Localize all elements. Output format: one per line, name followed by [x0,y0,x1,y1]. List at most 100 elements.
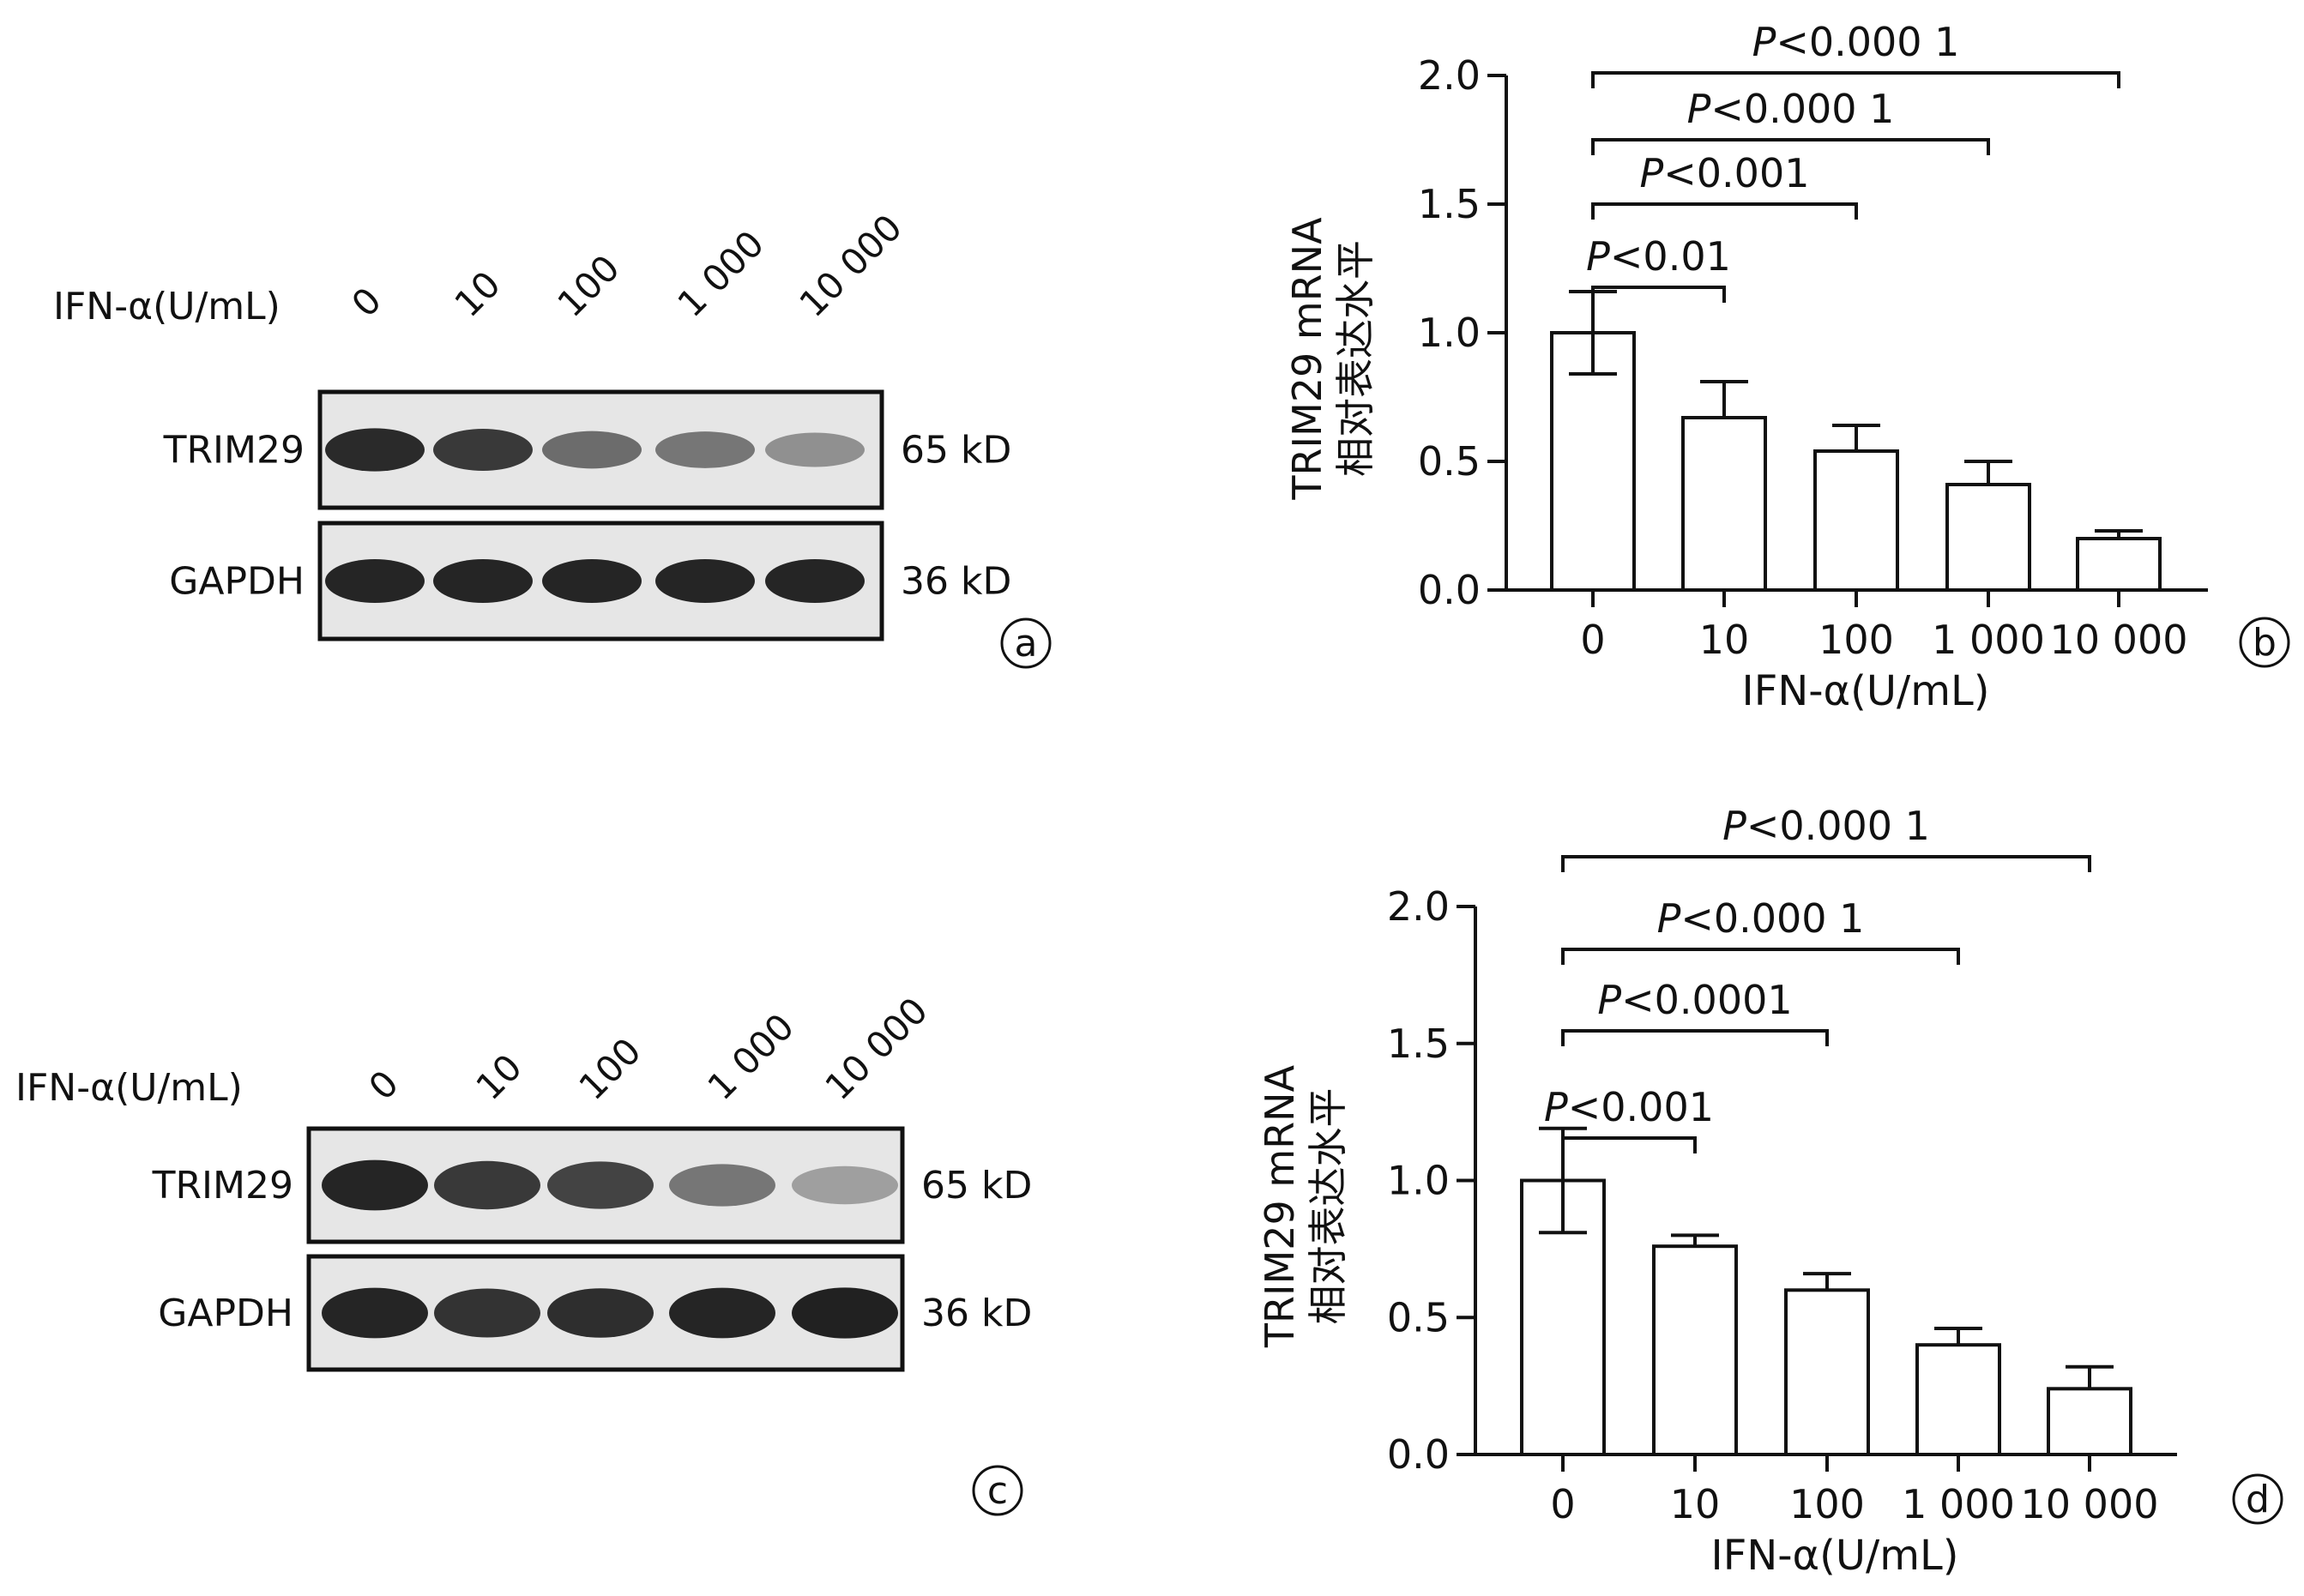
panel-letter-c: c [972,1465,1023,1516]
band [669,1164,775,1207]
blot-row-gapdh: GAPDH 36 kD [158,1254,1032,1372]
significance-bracket: P<0.000 1 [1561,803,2091,872]
protein-label: GAPDH [169,560,305,604]
y-axis-label-line2: 相对表达水平 [1332,240,1378,477]
p-value-label: P<0.000 1 [1657,895,1865,942]
bar [2076,537,2162,592]
y-axis-label-line1: TRIM29 mRNA [1257,1064,1303,1348]
size-label: 65 kD [901,429,1011,473]
significance-bracket: P<0.000 1 [1591,19,2120,88]
bar-chart-d: 0.0 0.5 1.0 1.5 2.0 0 10 100 1 000 10 000 IFN-α(U/… [1257,803,2177,1580]
blot-panel-c: IFN-α(U/mL) 0 10 100 1 000 10 000 TRIM29 65 kD G… [15,990,1032,1372]
band [792,1287,898,1339]
y-tick-label: 0.0 [1387,1431,1450,1478]
bar [1784,1288,1870,1457]
x-tick-label: 0 [1580,617,1605,663]
p-value: <0.000 1 [1746,803,1930,849]
y-tick-label: 1.0 [1387,1158,1450,1204]
band [655,431,755,468]
blot-row-gapdh: GAPDH 36 kD [169,521,1011,641]
band [669,1287,775,1339]
p-symbol: P [1752,19,1776,65]
x-tick-label: 0 [1550,1481,1575,1527]
blot-panel-a: IFN-α(U/mL) 0 10 100 1 000 10 000 TRIM29 65 kD G… [53,207,1011,641]
x-tick-label: 1 000 [1932,617,2045,663]
p-symbol: P [1640,150,1664,196]
lane-label: 10 [446,263,508,325]
protein-label: TRIM29 [163,429,305,473]
y-tick-label: 0.5 [1387,1294,1450,1340]
band [547,1288,654,1338]
p-symbol: P [1586,233,1610,280]
band [325,428,425,472]
bracket-line [1591,202,1858,220]
p-value: <0.0001 [1621,977,1793,1023]
lane-label: 1 000 [669,222,772,325]
band [655,559,755,603]
treatment-label: IFN-α(U/mL) [15,1066,243,1110]
p-value-label: P<0.0001 [1597,977,1792,1023]
lane-label: 10 [467,1046,529,1108]
band [325,559,425,603]
significance-bracket: P<0.001 [1591,150,1858,220]
x-axis-label: IFN-α(U/mL) [1711,1532,1959,1580]
band [322,1159,428,1211]
y-tick-label: 2.0 [1387,883,1450,930]
band [765,559,865,603]
y-tick-label: 0.0 [1418,567,1481,613]
lane-label: 1 000 [699,1005,802,1108]
lane-label: 0 [360,1063,407,1109]
lane-label: 10 000 [817,990,936,1109]
x-tick-label: 10 [1670,1481,1721,1527]
size-label: 36 kD [921,1292,1032,1335]
band [765,432,865,467]
bracket-line [1561,855,2091,872]
lane-label: 100 [570,1030,648,1108]
y-axis-label-line1: TRIM29 mRNA [1284,217,1330,501]
p-value-label: P<0.000 1 [1687,86,1895,132]
bar [2047,1387,2132,1456]
bracket-line [1561,948,1960,965]
panel-letter-a: a [1000,617,1052,669]
bar [1681,416,1767,592]
bracket-line [1591,71,2120,88]
p-value: <0.000 1 [1680,895,1864,942]
y-tick-label: 1.0 [1418,310,1481,356]
significance-bracket: P<0.001 [1544,1084,1714,1153]
y-tick-label: 2.0 [1418,52,1481,99]
lane-label: 100 [549,247,627,325]
band [433,429,533,471]
band [434,1160,540,1210]
lane-label: 10 000 [791,207,910,326]
band [433,559,533,603]
size-label: 65 kD [921,1164,1032,1208]
p-value-label: P<0.001 [1640,150,1810,196]
y-tick-label: 0.5 [1418,438,1481,485]
significance-bracket: P<0.01 [1586,233,1731,303]
p-symbol: P [1722,803,1746,849]
blot-row-trim29: TRIM29 65 kD [152,1126,1032,1244]
panel-letter-d: d [2232,1473,2283,1525]
panel-letter-text: b [2253,621,2277,665]
p-value: <0.001 [1568,1084,1714,1130]
p-value: <0.000 1 [1710,86,1894,132]
y-tick-label: 1.5 [1418,181,1481,227]
significance-bracket: P<0.000 1 [1591,86,1990,155]
p-value-label: P<0.000 1 [1752,19,1960,65]
panel-letter-text: c [987,1469,1008,1513]
bracket-line [1591,138,1990,155]
p-value: <0.000 1 [1776,19,1959,65]
panel-letter-text: a [1015,622,1038,666]
size-label: 36 kD [901,560,1011,604]
lane-label: 0 [343,280,389,326]
band [542,431,642,469]
protein-label: GAPDH [158,1292,293,1335]
significance-bracket: P<0.000 1 [1561,895,1960,965]
x-tick-label: 10 [1699,617,1750,663]
band [792,1165,898,1205]
p-value-label: P<0.000 1 [1722,803,1930,849]
protein-label: TRIM29 [152,1164,293,1208]
band [547,1161,654,1209]
band [434,1288,540,1338]
